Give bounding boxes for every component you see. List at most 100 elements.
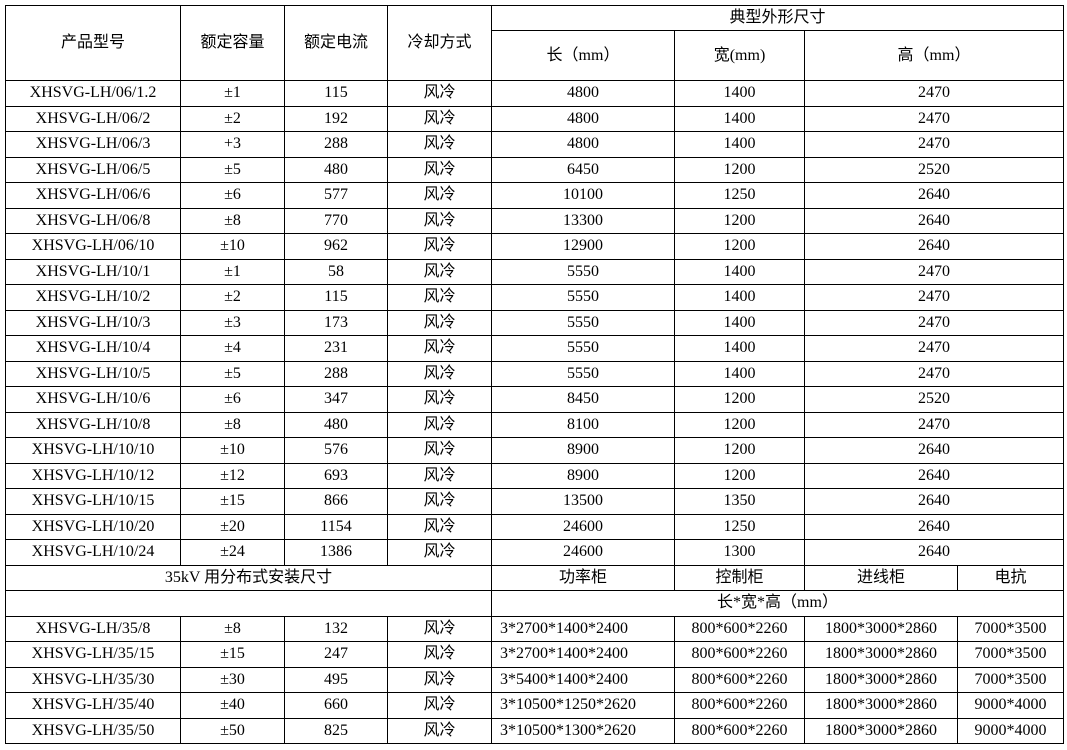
cell-current: 866 bbox=[284, 488, 388, 515]
product-spec-table: 产品型号 额定容量 额定电流 冷却方式 典型外形尺寸 长（mm） 宽(mm) 高… bbox=[5, 5, 1064, 744]
cell-capacity: ±6 bbox=[180, 182, 285, 209]
cell-incoming-cabinet: 1800*3000*2860 bbox=[804, 641, 958, 668]
cell-length: 13500 bbox=[491, 488, 675, 515]
cell-cooling: 风冷 bbox=[387, 411, 492, 438]
cell-capacity: ±15 bbox=[180, 488, 285, 515]
table-row: XHSVG-LH/35/40 ±40 660 风冷 3*10500*1250*2620 8… bbox=[5, 692, 1064, 719]
cell-current: 577 bbox=[284, 182, 388, 209]
cell-control-cabinet: 800*600*2260 bbox=[674, 717, 805, 744]
table-row: XHSVG-LH/10/24 ±24 1386 风冷 24600 1300 2640 bbox=[5, 539, 1064, 566]
cell-height: 2640 bbox=[804, 462, 1064, 489]
cell-height: 2470 bbox=[804, 309, 1064, 336]
cell-control-cabinet: 800*600*2260 bbox=[674, 641, 805, 668]
cell-control-cabinet: 800*600*2260 bbox=[674, 692, 805, 719]
cell-width: 1400 bbox=[674, 105, 805, 132]
cell-width: 1400 bbox=[674, 131, 805, 158]
table-row: XHSVG-LH/10/5 ±5 288 风冷 5550 1400 2470 bbox=[5, 360, 1064, 387]
cell-length: 8100 bbox=[491, 411, 675, 438]
cell-current: 480 bbox=[284, 411, 388, 438]
cell-cooling: 风冷 bbox=[387, 309, 492, 336]
table-row: XHSVG-LH/06/6 ±6 577 风冷 10100 1250 2640 bbox=[5, 182, 1064, 209]
cell-model: XHSVG-LH/10/15 bbox=[5, 488, 181, 515]
cell-control-cabinet: 800*600*2260 bbox=[674, 666, 805, 693]
section-35kv-title: 35kV 用分布式安装尺寸 bbox=[5, 564, 492, 591]
cell-cooling: 风冷 bbox=[387, 615, 492, 642]
cell-height: 2640 bbox=[804, 539, 1064, 566]
cell-cooling: 风冷 bbox=[387, 335, 492, 362]
cell-height: 2470 bbox=[804, 411, 1064, 438]
cell-length: 8900 bbox=[491, 462, 675, 489]
cell-width: 1200 bbox=[674, 462, 805, 489]
cell-length: 4800 bbox=[491, 131, 675, 158]
dims-label: 长*宽*高（mm） bbox=[491, 590, 1064, 617]
cell-capacity: ±10 bbox=[180, 233, 285, 260]
cell-height: 2470 bbox=[804, 360, 1064, 387]
cell-current: 231 bbox=[284, 335, 388, 362]
cell-capacity: ±2 bbox=[180, 105, 285, 132]
cell-width: 1400 bbox=[674, 80, 805, 107]
cell-capacity: ±2 bbox=[180, 284, 285, 311]
cell-cooling: 风冷 bbox=[387, 692, 492, 719]
header-incoming-cabinet: 进线柜 bbox=[804, 564, 958, 591]
cell-height: 2520 bbox=[804, 156, 1064, 183]
cell-length: 8450 bbox=[491, 386, 675, 413]
table-row: XHSVG-LH/06/2 ±2 192 风冷 4800 1400 2470 bbox=[5, 105, 1064, 132]
cell-cooling: 风冷 bbox=[387, 207, 492, 234]
cell-cooling: 风冷 bbox=[387, 258, 492, 285]
cell-current: 192 bbox=[284, 105, 388, 132]
cell-power-cabinet: 3*5400*1400*2400 bbox=[491, 666, 675, 693]
cell-length: 10100 bbox=[491, 182, 675, 209]
empty-cell bbox=[5, 590, 492, 617]
cell-capacity: ±4 bbox=[180, 335, 285, 362]
cell-cooling: 风冷 bbox=[387, 105, 492, 132]
cell-cooling: 风冷 bbox=[387, 462, 492, 489]
cell-width: 1300 bbox=[674, 539, 805, 566]
cell-width: 1400 bbox=[674, 258, 805, 285]
cell-capacity: ±6 bbox=[180, 386, 285, 413]
cell-height: 2470 bbox=[804, 335, 1064, 362]
cell-capacity: ±30 bbox=[180, 666, 285, 693]
header-cooling: 冷却方式 bbox=[387, 5, 492, 81]
table-row: XHSVG-LH/10/15 ±15 866 风冷 13500 1350 2640 bbox=[5, 488, 1064, 515]
cell-reactor: 7000*3500 bbox=[957, 666, 1064, 693]
cell-model: XHSVG-LH/35/30 bbox=[5, 666, 181, 693]
cell-height: 2640 bbox=[804, 513, 1064, 540]
cell-capacity: ±8 bbox=[180, 615, 285, 642]
cell-capacity: ±12 bbox=[180, 462, 285, 489]
cell-cooling: 风冷 bbox=[387, 80, 492, 107]
table-row: XHSVG-LH/10/8 ±8 480 风冷 8100 1200 2470 bbox=[5, 411, 1064, 438]
header-current: 额定电流 bbox=[284, 5, 388, 81]
cell-model: XHSVG-LH/06/6 bbox=[5, 182, 181, 209]
cell-current: 173 bbox=[284, 309, 388, 336]
cell-power-cabinet: 3*2700*1400*2400 bbox=[491, 641, 675, 668]
cell-length: 24600 bbox=[491, 513, 675, 540]
cell-current: 495 bbox=[284, 666, 388, 693]
cell-capacity: ±3 bbox=[180, 309, 285, 336]
cell-model: XHSVG-LH/06/2 bbox=[5, 105, 181, 132]
cell-capacity: ±40 bbox=[180, 692, 285, 719]
cell-width: 1400 bbox=[674, 309, 805, 336]
cell-length: 12900 bbox=[491, 233, 675, 260]
table-row: XHSVG-LH/35/15 ±15 247 风冷 3*2700*1400*2400 80… bbox=[5, 641, 1064, 668]
cell-height: 2470 bbox=[804, 105, 1064, 132]
table-row: XHSVG-LH/10/2 ±2 115 风冷 5550 1400 2470 bbox=[5, 284, 1064, 311]
table-row: XHSVG-LH/10/12 ±12 693 风冷 8900 1200 2640 bbox=[5, 462, 1064, 489]
cell-width: 1200 bbox=[674, 411, 805, 438]
cell-height: 2640 bbox=[804, 207, 1064, 234]
cell-cooling: 风冷 bbox=[387, 488, 492, 515]
header-dimensions: 典型外形尺寸 bbox=[491, 5, 1064, 31]
table-row: XHSVG-LH/10/10 ±10 576 风冷 8900 1200 2640 bbox=[5, 437, 1064, 464]
table-row: XHSVG-LH/06/1.2 ±1 115 风冷 4800 1400 2470 bbox=[5, 80, 1064, 107]
cell-cooling: 风冷 bbox=[387, 360, 492, 387]
cell-model: XHSVG-LH/10/6 bbox=[5, 386, 181, 413]
cell-width: 1400 bbox=[674, 284, 805, 311]
cell-power-cabinet: 3*10500*1250*2620 bbox=[491, 692, 675, 719]
cell-length: 6450 bbox=[491, 156, 675, 183]
header-width: 宽(mm) bbox=[674, 30, 805, 81]
cell-cooling: 风冷 bbox=[387, 539, 492, 566]
cell-cooling: 风冷 bbox=[387, 513, 492, 540]
table-row: XHSVG-LH/35/8 ±8 132 风冷 3*2700*1400*2400 800*… bbox=[5, 615, 1064, 642]
cell-cooling: 风冷 bbox=[387, 386, 492, 413]
cell-model: XHSVG-LH/06/10 bbox=[5, 233, 181, 260]
table-row: XHSVG-LH/10/4 ±4 231 风冷 5550 1400 2470 bbox=[5, 335, 1064, 362]
